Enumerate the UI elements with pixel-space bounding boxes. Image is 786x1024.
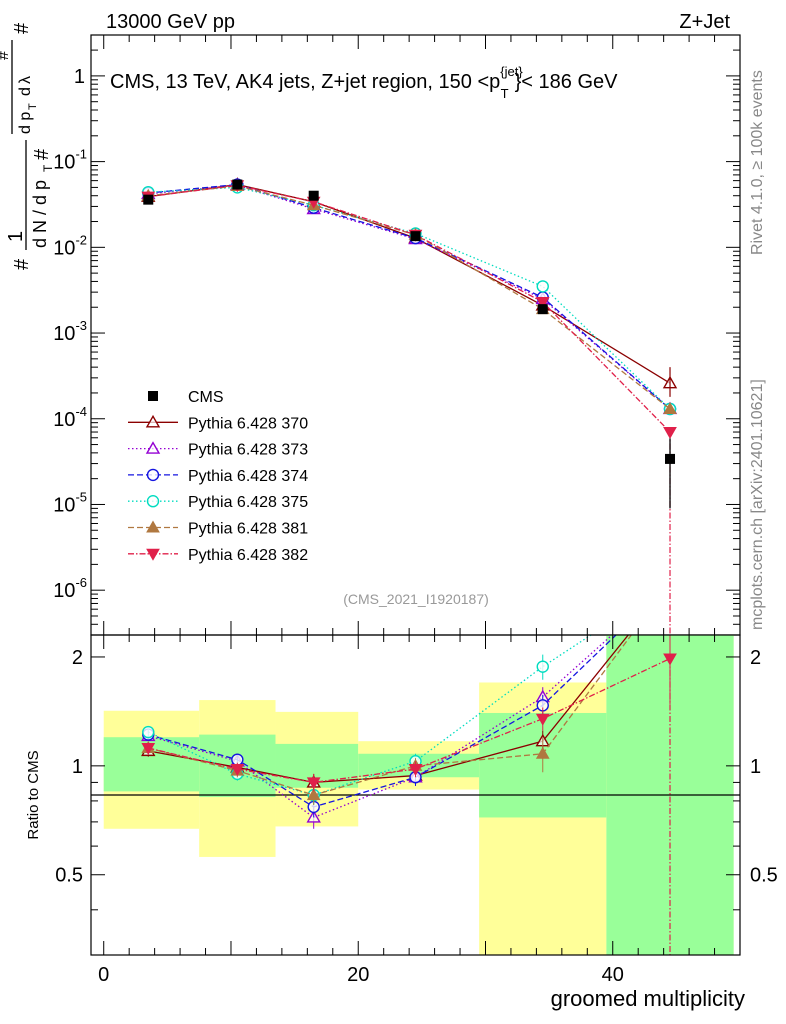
ratio-line [148,635,633,796]
cms-point [665,453,676,464]
x-tick-label: 0 [98,964,109,986]
series-line [148,185,671,410]
legend-label: CMS [188,389,224,406]
svg-text:T: T [27,103,39,110]
svg-text:d N / d p: d N / d p [30,180,50,248]
series-line [148,183,671,410]
header-left: 13000 GeV pp [106,11,235,33]
svg-text:d p: d p [17,112,34,134]
main-curves [141,177,678,635]
main-frame [90,34,741,636]
svg-text:1: 1 [5,231,27,242]
legend: CMS Pythia 6.428 370 Pythia 6.428 373 Pythi… [128,389,308,564]
y-tick-label: 1 [74,66,85,88]
main-ylabel: # 1 d N / d p T # d 2 N d p T d λ # # [0,22,55,270]
main-x-ticks [103,35,716,635]
ratio-ticks: 0 20 40 0.5 0.5 1 1 2 2 [55,635,778,986]
ratio-line [148,635,617,808]
ratio-y-tick-label: 0.5 [750,865,778,887]
ratio-point [306,777,321,790]
legend-label: Pythia 6.428 373 [188,442,308,459]
cms-point [410,231,421,242]
main-y-ticklabels: 10-6 10-5 10-4 10-3 10-2 10-1 1 [53,66,87,602]
ratio-y-tick-label: 0.5 [55,865,83,887]
ratio-y-tick-label: 1 [750,756,761,778]
ratio-line [148,635,630,784]
series-line [148,183,671,384]
x-tick-label: 20 [347,964,369,986]
ratio-point [535,746,550,759]
series-point [535,297,550,310]
series-line [148,186,671,410]
ratio-y-tick-label: 2 [750,647,761,669]
legend-marker [145,441,161,454]
x-tick-label: 40 [602,964,624,986]
series-point [663,401,677,414]
series-line [148,184,671,433]
cms-point [537,304,548,315]
ratio-point [535,713,550,726]
legend-marker [145,414,161,428]
legend-label: Pythia 6.428 381 [188,521,308,538]
ratio-frame [90,634,741,956]
y-tick-label: 10-5 [53,489,87,516]
legend-marker [146,468,160,482]
legend-marker [146,548,160,561]
main-cms-points [143,179,676,509]
svg-text:#: # [0,51,12,60]
legend-marker [148,391,158,401]
ratio-panel: 0 20 40 0.5 0.5 1 1 2 2 [55,634,778,986]
ratio-point [306,788,321,801]
y-tick-label: 10-4 [53,404,87,431]
ratio-point [142,725,155,739]
y-tick-label: 10-1 [53,147,87,174]
main-y-ticks [91,34,740,636]
svg-text:#: # [11,258,33,270]
svg-text:#: # [11,22,33,34]
header-right: Z+Jet [679,11,730,33]
y-tick-label: 10-6 [53,575,87,602]
ratio-line [148,657,671,784]
series-point [536,280,549,293]
legend-label: Pythia 6.428 382 [188,547,308,564]
ratio-line [148,635,614,819]
svg-text:λ: λ [17,76,34,84]
cms-point [308,190,319,201]
x-axis-label: groomed multiplicity [551,986,745,1011]
y-tick-label: 10-2 [53,232,87,259]
ratio-point [230,764,245,777]
ratio-line [147,635,593,796]
series-line [148,184,671,410]
legend-marker [146,520,160,533]
watermark: (CMS_2021_I1920187) [343,591,489,607]
legend-label: Pythia 6.428 370 [188,415,308,432]
legend-label: Pythia 6.428 374 [188,468,308,485]
ratio-point [141,743,156,756]
cms-point [143,194,154,205]
y-tick-label: 10-3 [53,318,87,345]
svg-text:#: # [31,148,53,160]
ratio-point [408,764,423,777]
main-panel: 10-6 10-5 10-4 10-3 10-2 10-1 1 [53,34,741,636]
ratio-point [536,660,549,673]
ratio-y-tick-label: 2 [72,647,83,669]
rivet-label: Rivet 4.1.0, ≥ 100k events [749,70,766,255]
legend-label: Pythia 6.428 375 [188,494,308,511]
ratio-ylabel: Ratio to CMS [25,750,42,839]
legend-marker [146,495,160,508]
svg-text:d: d [17,87,34,96]
svg-text:T: T [41,164,55,172]
main-title: CMS, 13 TeV, AK4 jets, Z+jet region, 150… [110,64,618,101]
ratio-curves [141,635,677,955]
mcplots-label: mcplots.cern.ch [arXiv:2401.10621] [749,379,766,630]
ratio-y-tick-label: 1 [72,756,83,778]
cms-point [232,179,243,190]
